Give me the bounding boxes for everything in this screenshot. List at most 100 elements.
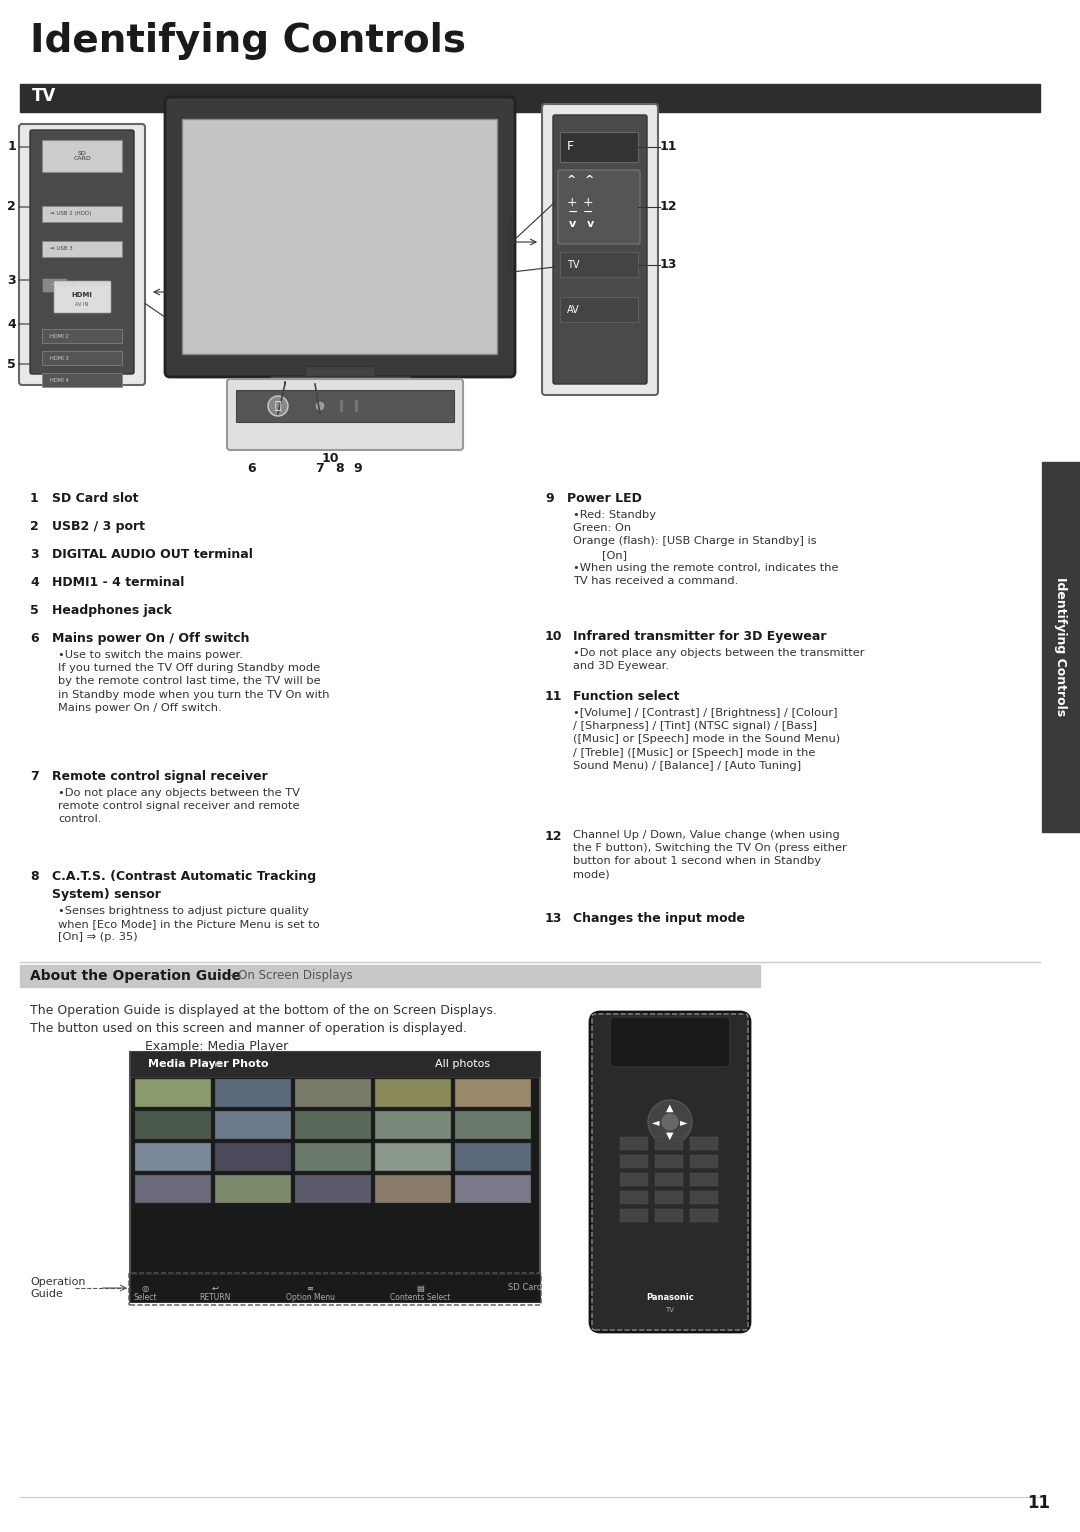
Bar [130, 1275, 540, 1302]
Circle shape [268, 395, 288, 417]
Text: Headphones jack: Headphones jack [52, 604, 172, 617]
Bar [654, 1190, 683, 1204]
Circle shape [662, 1114, 678, 1131]
Text: DIGITAL AUDIO OUT terminal: DIGITAL AUDIO OUT terminal [52, 548, 253, 561]
Text: •Use to switch the mains power.
If you turned the TV Off during Standby mode
by : •Use to switch the mains power. If you t… [58, 650, 329, 712]
Bar [690, 1137, 718, 1151]
Text: Function select: Function select [573, 689, 679, 703]
Bar [455, 1079, 531, 1108]
Text: Contents Select: Contents Select [390, 1293, 450, 1302]
Text: •Red: Standby
Green: On
Orange (flash): [USB Charge in Standby] is
        [On]
: •Red: Standby Green: On Orange (flash): … [573, 510, 838, 587]
Bar [375, 1079, 451, 1108]
Text: 6: 6 [247, 463, 256, 475]
Text: 8: 8 [30, 870, 39, 882]
Bar [620, 1155, 648, 1167]
Text: ►: ► [215, 1060, 221, 1068]
Text: ≡: ≡ [307, 1284, 313, 1293]
Bar [654, 1174, 683, 1186]
Text: 6: 6 [30, 633, 39, 645]
Bar [620, 1137, 648, 1151]
Text: SD
CARD: SD CARD [73, 150, 91, 161]
Text: Remote control signal receiver: Remote control signal receiver [52, 771, 268, 783]
Text: 11: 11 [1027, 1494, 1050, 1512]
Bar [42, 139, 122, 172]
Text: ▤: ▤ [416, 1284, 424, 1293]
Circle shape [648, 1100, 692, 1144]
Text: Select: Select [133, 1293, 157, 1302]
Text: Identifying Controls: Identifying Controls [1054, 578, 1067, 717]
Text: C.A.T.S. (Contrast Automatic Tracking: C.A.T.S. (Contrast Automatic Tracking [52, 870, 316, 882]
Bar [620, 1174, 648, 1186]
Text: 9: 9 [353, 463, 362, 475]
Bar [620, 1190, 648, 1204]
Text: HDMI1 - 4 terminal: HDMI1 - 4 terminal [52, 576, 185, 588]
Text: TV: TV [665, 1307, 675, 1313]
Text: 7: 7 [315, 463, 324, 475]
FancyBboxPatch shape [54, 280, 111, 313]
Text: •Do not place any objects between the TV
remote control signal receiver and remo: •Do not place any objects between the TV… [58, 787, 300, 824]
Text: USB2 / 3 port: USB2 / 3 port [52, 519, 145, 533]
Bar [455, 1175, 531, 1203]
Bar [690, 1190, 718, 1204]
Text: 3: 3 [8, 274, 16, 286]
Text: Infrared transmitter for 3D Eyewear: Infrared transmitter for 3D Eyewear [573, 630, 826, 643]
Bar [654, 1155, 683, 1167]
Text: v: v [568, 219, 576, 228]
Text: Example: Media Player: Example: Media Player [145, 1040, 288, 1052]
Bar [42, 329, 122, 343]
Text: 13: 13 [660, 259, 677, 271]
Bar [295, 1111, 372, 1138]
Text: About the Operation Guide: About the Operation Guide [30, 970, 241, 984]
Text: Operation
Guide: Operation Guide [30, 1276, 85, 1299]
FancyBboxPatch shape [553, 115, 647, 385]
FancyBboxPatch shape [227, 378, 463, 450]
Text: •Senses brightness to adjust picture quality
when [Eco Mode] in the Picture Menu: •Senses brightness to adjust picture qua… [58, 905, 320, 942]
Bar [690, 1174, 718, 1186]
Bar [215, 1175, 291, 1203]
Text: All photos: All photos [435, 1059, 490, 1069]
Text: 5: 5 [8, 357, 16, 371]
Text: SD Card slot: SD Card slot [52, 492, 138, 506]
Text: ⏻: ⏻ [274, 401, 281, 411]
Text: ►: ► [680, 1117, 688, 1128]
FancyBboxPatch shape [165, 97, 515, 377]
Text: TV: TV [32, 87, 56, 106]
Text: Changes the input mode: Changes the input mode [573, 912, 745, 925]
Bar [295, 1079, 372, 1108]
Text: +: + [583, 196, 594, 208]
Bar [561, 297, 638, 322]
Bar [654, 1137, 683, 1151]
Text: 10: 10 [321, 452, 339, 466]
Bar [135, 1079, 211, 1108]
Text: Panasonic: Panasonic [646, 1293, 693, 1302]
Bar [455, 1143, 531, 1170]
Text: The Operation Guide is displayed at the bottom of the on Screen Displays.: The Operation Guide is displayed at the … [30, 1003, 497, 1017]
Text: 3: 3 [30, 548, 39, 561]
Text: — DIGITAL AUDIO OUT: — DIGITAL AUDIO OUT [50, 282, 109, 286]
Text: Power LED: Power LED [567, 492, 642, 506]
Text: Channel Up / Down, Value change (when using
the F button), Switching the TV On (: Channel Up / Down, Value change (when us… [573, 830, 847, 879]
Text: 12: 12 [660, 201, 677, 213]
Text: HDMI: HDMI [71, 293, 93, 299]
Bar [1042, 463, 1080, 832]
Bar [305, 366, 375, 385]
Text: −: − [568, 205, 579, 219]
Text: ▼: ▼ [666, 1131, 674, 1141]
Text: 11: 11 [660, 141, 677, 153]
Text: AV: AV [567, 305, 580, 316]
Text: 4: 4 [8, 317, 16, 331]
Bar [42, 241, 122, 257]
Bar [135, 1111, 211, 1138]
Text: •Do not place any objects between the transmitter
and 3D Eyewear.: •Do not place any objects between the tr… [573, 648, 864, 671]
Bar [42, 205, 122, 222]
Bar [135, 1143, 211, 1170]
Bar [340, 400, 343, 412]
Text: HDMI 4: HDMI 4 [50, 377, 69, 383]
Text: RETURN: RETURN [200, 1293, 231, 1302]
Text: System) sensor: System) sensor [52, 889, 161, 901]
Bar [355, 400, 357, 412]
Bar [295, 1143, 372, 1170]
Text: v: v [586, 219, 594, 228]
FancyBboxPatch shape [30, 130, 134, 374]
Text: 5: 5 [30, 604, 39, 617]
